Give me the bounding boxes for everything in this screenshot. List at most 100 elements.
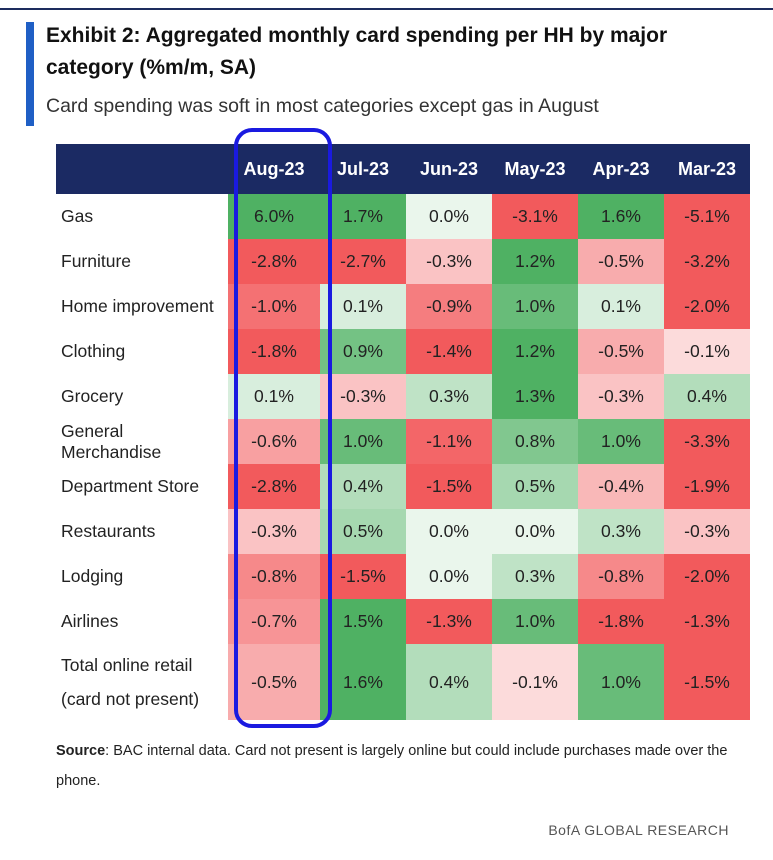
heatmap-cell: 0.3%	[578, 509, 664, 554]
heatmap-cell: 0.4%	[320, 464, 406, 509]
heatmap-cell: -5.1%	[664, 194, 750, 239]
heatmap-table: Aug-23 Jul-23 Jun-23 May-23 Apr-23 Mar-2…	[56, 144, 750, 720]
heatmap-cell: 1.2%	[492, 329, 578, 374]
table-row: General Merchandise -0.6% 1.0% -1.1% 0.8% 1.0…	[56, 419, 750, 464]
heatmap-cell: 1.6%	[320, 644, 406, 720]
row-label-line: (card not present)	[61, 689, 200, 709]
heatmap-cell: -0.3%	[578, 374, 664, 419]
row-label: Furniture	[56, 239, 228, 284]
row-label: General Merchandise	[56, 419, 228, 464]
heatmap-cell: 0.4%	[664, 374, 750, 419]
heatmap-cell: -0.3%	[228, 509, 320, 554]
heatmap-cell: -2.0%	[664, 284, 750, 329]
heatmap-cell: -2.7%	[320, 239, 406, 284]
row-label: Lodging	[56, 554, 228, 599]
row-label: Airlines	[56, 599, 228, 644]
heatmap-cell: -2.8%	[228, 239, 320, 284]
heatmap-cell: 1.5%	[320, 599, 406, 644]
heatmap-cell: -1.9%	[664, 464, 750, 509]
column-header: Jul-23	[320, 144, 406, 194]
heatmap-cell: -0.3%	[320, 374, 406, 419]
column-header: Aug-23	[228, 144, 320, 194]
heatmap-cell: 1.7%	[320, 194, 406, 239]
heatmap-cell: -0.7%	[228, 599, 320, 644]
row-label: Grocery	[56, 374, 228, 419]
heatmap-cell: 1.2%	[492, 239, 578, 284]
heatmap-cell: -0.4%	[578, 464, 664, 509]
heatmap-cell: 0.8%	[492, 419, 578, 464]
heatmap-cell: -1.5%	[320, 554, 406, 599]
heatmap-cell: 1.0%	[492, 599, 578, 644]
heatmap-cell: 6.0%	[228, 194, 320, 239]
row-label: Department Store	[56, 464, 228, 509]
row-label: Home improvement	[56, 284, 228, 329]
table-row: Restaurants -0.3% 0.5% 0.0% 0.0% 0.3% -0.3%	[56, 509, 750, 554]
heatmap-cell: -1.1%	[406, 419, 492, 464]
heatmap-cell: -1.4%	[406, 329, 492, 374]
heatmap-cell: 0.0%	[406, 554, 492, 599]
heatmap-cell: -2.0%	[664, 554, 750, 599]
exhibit-subtitle: Card spending was soft in most categorie…	[46, 95, 599, 117]
heatmap-cell: 0.9%	[320, 329, 406, 374]
heatmap-cell: -0.1%	[664, 329, 750, 374]
top-rule	[0, 8, 773, 10]
heatmap-cell: 0.3%	[406, 374, 492, 419]
heatmap-cell: -1.0%	[228, 284, 320, 329]
heatmap-cell: -0.5%	[578, 239, 664, 284]
header-row: Aug-23 Jul-23 Jun-23 May-23 Apr-23 Mar-2…	[56, 144, 750, 194]
heatmap-cell: 0.0%	[406, 194, 492, 239]
exhibit-title: Exhibit 2: Aggregated monthly card spend…	[46, 24, 668, 79]
heatmap-cell: 1.3%	[492, 374, 578, 419]
heatmap-cell: -0.5%	[228, 644, 320, 720]
column-header: Mar-23	[664, 144, 750, 194]
table-row: Lodging -0.8% -1.5% 0.0% 0.3% -0.8% -2.0%	[56, 554, 750, 599]
heatmap-cell: -2.8%	[228, 464, 320, 509]
heatmap-cell: 0.1%	[320, 284, 406, 329]
source-note: Source: BAC internal data. Card not pres…	[56, 736, 736, 796]
heatmap-cell: -0.8%	[228, 554, 320, 599]
heatmap-cell: 1.0%	[492, 284, 578, 329]
heatmap-cell: -0.5%	[578, 329, 664, 374]
heatmap-cell: -1.3%	[406, 599, 492, 644]
heatmap-cell: -0.8%	[578, 554, 664, 599]
heatmap-cell: 0.4%	[406, 644, 492, 720]
header-corner	[56, 144, 228, 194]
heatmap-cell: 0.5%	[320, 509, 406, 554]
heatmap-cell: 0.1%	[578, 284, 664, 329]
heatmap-cell: 1.0%	[578, 419, 664, 464]
row-label: Clothing	[56, 329, 228, 374]
heatmap-cell: -0.6%	[228, 419, 320, 464]
heatmap-cell: 0.1%	[228, 374, 320, 419]
row-label: Total online retail (card not present)	[56, 644, 228, 720]
table-row: Furniture -2.8% -2.7% -0.3% 1.2% -0.5% -3.2%	[56, 239, 750, 284]
heatmap-cell: -1.8%	[228, 329, 320, 374]
heatmap-cell: -1.8%	[578, 599, 664, 644]
table-row: Home improvement -1.0% 0.1% -0.9% 1.0% 0.1% -2…	[56, 284, 750, 329]
heatmap-cell: -1.3%	[664, 599, 750, 644]
heatmap-cell: 1.0%	[578, 644, 664, 720]
heatmap-cell: -3.1%	[492, 194, 578, 239]
table-row: Gas 6.0% 1.7% 0.0% -3.1% 1.6% -5.1%	[56, 194, 750, 239]
heatmap-cell: -3.2%	[664, 239, 750, 284]
table-row: Airlines -0.7% 1.5% -1.3% 1.0% -1.8% -1.3%	[56, 599, 750, 644]
heatmap-cell: 0.0%	[492, 509, 578, 554]
table-row: Clothing -1.8% 0.9% -1.4% 1.2% -0.5% -0.1%	[56, 329, 750, 374]
heatmap-cell: -1.5%	[664, 644, 750, 720]
table-row: Grocery 0.1% -0.3% 0.3% 1.3% -0.3% 0.4%	[56, 374, 750, 419]
heatmap-cell: 0.0%	[406, 509, 492, 554]
row-label: Gas	[56, 194, 228, 239]
title-accent-bar	[26, 22, 34, 126]
heatmap-cell: -1.5%	[406, 464, 492, 509]
heatmap-cell: 0.5%	[492, 464, 578, 509]
heatmap-cell: 1.0%	[320, 419, 406, 464]
heatmap-cell: -0.3%	[664, 509, 750, 554]
publisher-credit: BofA GLOBAL RESEARCH	[548, 822, 729, 838]
heatmap-cell: -0.3%	[406, 239, 492, 284]
heatmap-cell: -3.3%	[664, 419, 750, 464]
table-row: Total online retail (card not present) -0.…	[56, 644, 750, 720]
table-row: Department Store -2.8% 0.4% -1.5% 0.5% -0.4% -…	[56, 464, 750, 509]
heatmap-cell: -0.9%	[406, 284, 492, 329]
heatmap-cell: 0.3%	[492, 554, 578, 599]
column-header: Jun-23	[406, 144, 492, 194]
heatmap-cell: -0.1%	[492, 644, 578, 720]
